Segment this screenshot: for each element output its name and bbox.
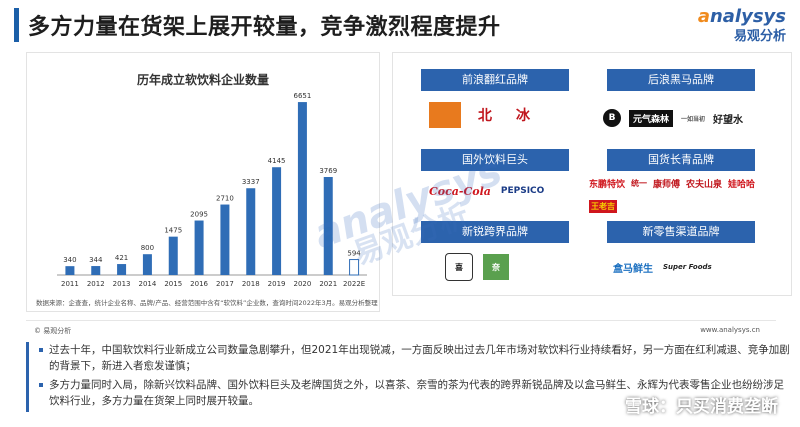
bar-2011 [65,266,75,275]
tick-label-2016: 2016 [190,280,208,288]
beibingyang-logo-icon: 北 [478,108,492,124]
tick-label-2019: 2019 [268,280,286,288]
footer-website: www.analysys.cn [700,326,760,334]
xueqiu-watermark: 雪球：只买消费垄断 [599,392,778,418]
value-label-2019: 4145 [268,157,286,165]
tick-label-2018: 2018 [242,280,260,288]
value-label-2020: 6651 [294,92,312,100]
bar-2013 [117,264,127,275]
bar-2022E [349,259,360,276]
bar-2015 [168,236,178,275]
logo-en-rest: nalysys [709,6,786,27]
logos-row-4: 东鹏特饮 统一 康师傅 农夫山泉 娃哈哈 王老吉 [589,173,769,217]
value-label-2016: 2095 [190,211,208,219]
hema-logo: 盒马鲜生 [613,263,653,275]
value-label-2017: 2710 [216,195,234,203]
logos-row-5: 喜 奈 [445,249,509,285]
nayuki-logo-icon: 奈 [483,254,509,280]
tongyi-logo: 统一 [631,179,648,188]
haowangshui-logo: 好望水 [713,114,744,126]
bar-2019 [272,167,282,275]
xueqiu-icon [599,396,621,418]
value-label-2018: 3337 [242,178,260,186]
pepsico-logo: PEPSICO [500,186,545,196]
bullet-1: 过去十年，中国软饮料行业新成立公司数量急剧攀升，但2021年出现锐减，一方面反映… [39,342,791,374]
brand-panel: 前浪翻红品牌 北 冰 国外饮料巨头 Coca-Cola PEPSICO 新锐跨界… [392,52,792,296]
bar-2021 [323,177,333,275]
category-label-4: 国货长青品牌 [607,149,755,171]
bar-chart: 340 2011 344 2012 421 2013 800 2014 1475 2015 2095… [57,92,367,288]
wanglaoji-logo: 王老吉 [589,200,617,213]
dongpeng-logo: 东鹏特饮 [589,180,626,190]
category-label-3: 国外饮料巨头 [421,149,569,171]
tick-label-2022E: 2022E [343,280,365,288]
bar-2020 [297,102,307,275]
bar-2012 [91,266,101,275]
b-logo: B [603,109,621,127]
jianlibao-logo-icon [429,102,461,128]
category-label-5: 新锐跨界品牌 [421,221,569,243]
wahaha-logo: 娃哈哈 [728,180,756,190]
category-label-1: 前浪翻红品牌 [421,69,569,91]
logos-row-1: 北 冰 [429,97,537,133]
tick-label-2020: 2020 [294,280,312,288]
bar-2017 [220,204,230,275]
bar-2016 [194,220,204,275]
kangshifu-logo: 康师傅 [653,180,681,190]
chart-title: 历年成立软饮料企业数量 [136,73,269,87]
footer-divider [26,320,776,321]
value-label-2021: 3769 [319,167,337,175]
category-label-6: 新零售渠道品牌 [607,221,755,243]
tick-label-2012: 2012 [87,280,105,288]
page-title: 多方力量在货架上展开较量，竞争激烈程度提升 [28,15,501,40]
tick-label-2015: 2015 [164,280,182,288]
yirudangchu-logo: 一如当初 [681,115,706,123]
analysys-logo: analysys 易观分析 [698,6,786,44]
cocacola-logo: Coca-Cola [429,184,491,198]
summary-bullets: 过去十年，中国软饮料行业新成立公司数量急剧攀升，但2021年出现锐减，一方面反映… [26,342,791,412]
tick-label-2017: 2017 [216,280,234,288]
value-label-2022E: 594 [347,250,361,258]
value-label-2012: 344 [89,256,103,264]
bullet-2: 多方力量同时入局，除新兴饮料品牌、国外饮料巨头及老牌国货之外，以喜茶、奈雪的茶为… [39,377,791,409]
footer-copyright: © 易观分析 [34,327,72,335]
value-label-2015: 1475 [164,227,182,235]
tick-label-2021: 2021 [319,280,337,288]
xueqiu-text: 雪球：只买消费垄断 [625,397,778,417]
bar-2018 [246,188,256,275]
logo-cn: 易观分析 [733,29,786,44]
logos-row-3: Coca-Cola PEPSICO [429,173,544,209]
logos-row-6: 盒马鲜生 Super Foods [613,249,712,285]
category-label-2: 后浪黑马品牌 [607,69,755,91]
heytea-logo-icon: 喜 [445,253,473,281]
tick-label-2013: 2013 [113,280,131,288]
value-label-2011: 340 [63,256,76,264]
tick-label-2011: 2011 [61,280,79,288]
chart-panel: 历年成立软饮料企业数量 340 2011 344 2012 421 2013 800 2014… [26,52,380,312]
logo-letter-a: a [697,6,710,27]
superfoods-logo: Super Foods [663,263,712,271]
logos-row-2: B 元气森林 一如当初 好望水 [603,93,753,143]
value-label-2014: 800 [141,244,154,252]
title-accent-bar [14,8,19,42]
yuanqisenlin-logo: 元气森林 [629,109,674,127]
value-label-2013: 421 [115,254,128,262]
bar-2014 [142,254,152,275]
bingfeng-logo-icon: 冰 [516,108,530,124]
chart-source: 数据来源：企查查，统计企业名称、品牌/产品、经营范围中含有“软饮料”企业数，查询… [36,299,378,307]
nongfu-logo: 农夫山泉 [686,180,723,190]
tick-label-2014: 2014 [139,280,157,288]
